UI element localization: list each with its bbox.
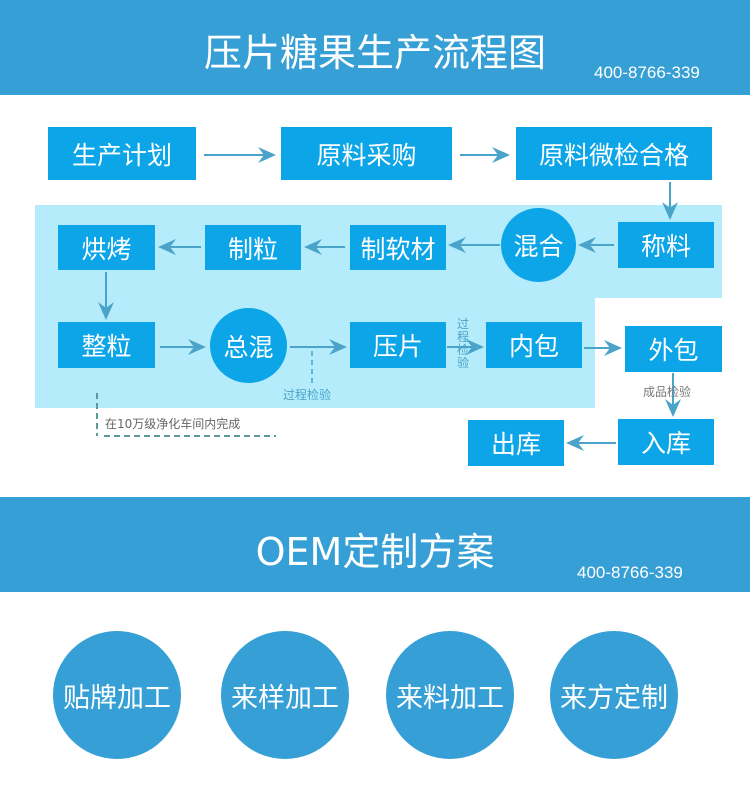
step-mix: 混合 (501, 208, 576, 282)
oem-option-label: 贴牌加工 (53, 631, 181, 759)
phone-number: 400-8766-339 (594, 63, 700, 82)
oem-option-formula: 来方定制 (550, 631, 678, 759)
step-storage-in: 入库 (618, 419, 714, 465)
step-soft-material: 制软材 (350, 225, 446, 270)
step-sizing: 整粒 (58, 322, 155, 368)
note-process-check: 过程检验 (283, 388, 332, 402)
header-banner: 压片糖果生产流程图 400-8766-339 (0, 0, 750, 95)
step-bake: 烘烤 (58, 225, 155, 270)
oem-title: OEM定制方案 (255, 530, 495, 574)
step-outer-pack: 外包 (625, 326, 722, 372)
step-press: 压片 (350, 322, 446, 368)
step-storage-out: 出库 (468, 420, 564, 466)
step-plan: 生产计划 (48, 127, 196, 180)
oem-option-material: 来料加工 (386, 631, 514, 759)
step-inspect: 原料微检合格 (516, 127, 712, 180)
step-total-mix: 总混 (210, 308, 287, 383)
page-title: 压片糖果生产流程图 (203, 31, 546, 75)
step-granulate: 制粒 (205, 225, 301, 270)
note-final-check: 成品检验 (643, 385, 692, 399)
step-purchase: 原料采购 (281, 127, 452, 180)
step-inner-pack: 内包 (486, 322, 582, 368)
oem-phone: 400-8766-339 (577, 563, 683, 582)
note-process-check-vertical: 过程检验 (457, 317, 470, 370)
note-cleanroom: 在10万级净化车间内完成 (105, 417, 241, 431)
oem-banner: OEM定制方案 400-8766-339 (0, 497, 750, 592)
oem-option-sample: 来样加工 (221, 631, 349, 759)
step-weigh: 称料 (618, 222, 714, 268)
